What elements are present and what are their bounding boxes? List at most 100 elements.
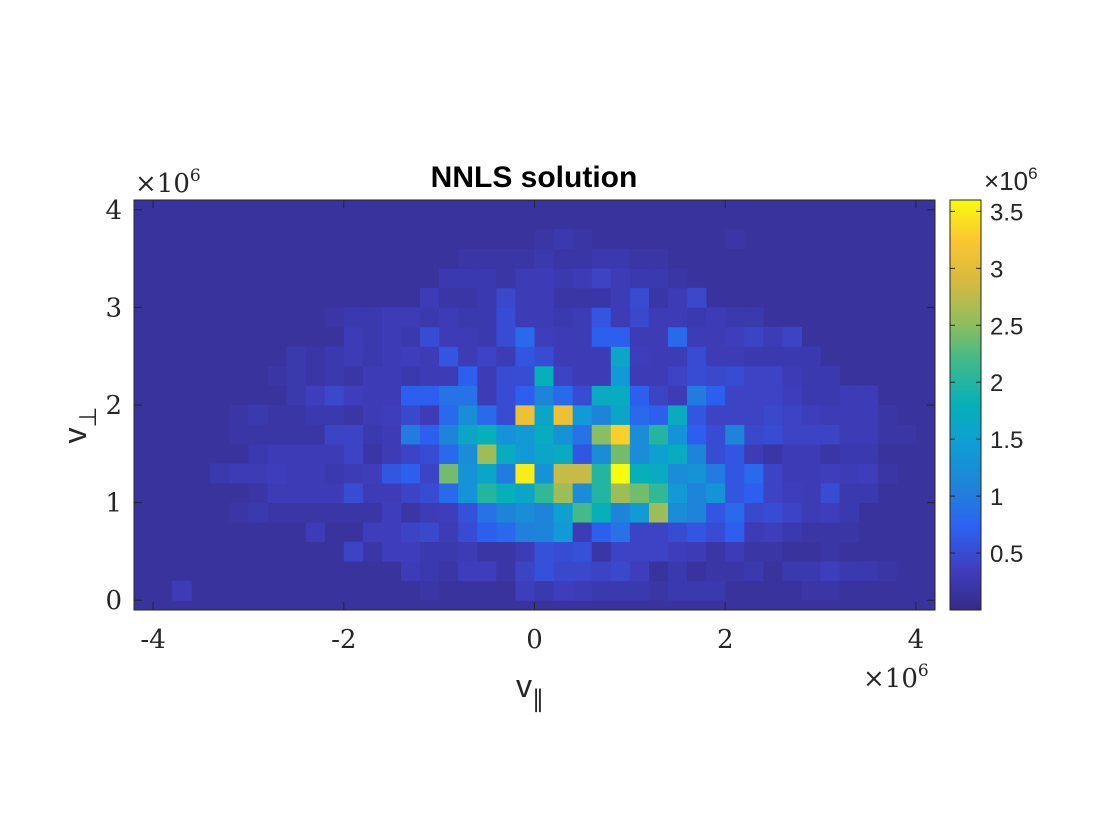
heatmap-cell — [458, 541, 478, 562]
heatmap-cell — [763, 346, 783, 367]
heatmap-cell — [420, 365, 440, 386]
heatmap-cell — [229, 463, 249, 484]
heatmap-cell — [458, 326, 478, 347]
heatmap-cell — [515, 326, 535, 347]
heatmap-cell — [401, 307, 421, 328]
colorbar-tick-label: 2.5 — [990, 313, 1023, 340]
heatmap-cell — [420, 522, 440, 543]
heatmap-cell — [534, 287, 554, 308]
heatmap-cell — [458, 483, 478, 504]
heatmap-cell — [610, 483, 631, 504]
heatmap-cell — [324, 463, 345, 484]
y-tick-label: 2 — [105, 391, 122, 421]
chart-title: NNLS solution — [431, 161, 638, 194]
heatmap-cell — [629, 561, 650, 582]
heatmap-cell — [439, 561, 459, 582]
heatmap-cell — [877, 424, 898, 445]
heatmap-cell — [572, 580, 593, 601]
y-tick-label: 1 — [105, 489, 122, 519]
heatmap-cell — [839, 463, 860, 484]
heatmap-cell — [362, 502, 383, 523]
heatmap-cell — [801, 502, 821, 523]
heatmap-cell — [896, 424, 917, 445]
y-tick-label: 0 — [105, 586, 122, 616]
heatmap-cell — [381, 483, 402, 504]
heatmap-cell — [420, 346, 440, 367]
heatmap-cell — [381, 405, 402, 425]
colorbar-exponent-power: 6 — [1028, 164, 1037, 183]
heatmap-cell — [515, 424, 535, 445]
heatmap-cell — [381, 346, 402, 367]
heatmap-cell — [610, 307, 631, 328]
colorbar-ticks: 0.5 1 1.5 2 2.5 3 3.5 — [950, 199, 1023, 568]
heatmap-cell — [362, 483, 383, 504]
heatmap-cell — [534, 463, 554, 484]
heatmap-cell — [362, 424, 383, 445]
heatmap-cell — [839, 385, 860, 406]
heatmap-cell — [267, 483, 287, 504]
heatmap-cell — [477, 268, 497, 289]
heatmap-cell — [706, 561, 726, 582]
heatmap-cell — [305, 405, 326, 425]
heatmap-cell — [610, 248, 631, 269]
heatmap-cell — [343, 463, 364, 484]
heatmap-cell — [553, 405, 574, 425]
heatmap-cell — [687, 365, 707, 386]
heatmap-cell — [305, 424, 326, 445]
heatmap-cell — [439, 483, 459, 504]
heatmap-cell — [763, 424, 783, 445]
heatmap-cell — [420, 541, 440, 562]
heatmap-cell — [896, 405, 917, 425]
heatmap-cell — [458, 307, 478, 328]
heatmap-cell — [343, 385, 364, 406]
x-tick-label: 2 — [717, 625, 734, 655]
heatmap-cell — [858, 463, 879, 484]
heatmap-cell — [496, 405, 516, 425]
heatmap-cell — [763, 444, 783, 464]
heatmap-cell — [763, 463, 783, 484]
heatmap-cell — [324, 405, 345, 425]
heatmap-cell — [439, 424, 459, 445]
heatmap-cell — [381, 444, 402, 464]
heatmap-cell — [420, 502, 440, 523]
heatmap-cell — [706, 326, 726, 347]
heatmap-cell — [362, 385, 383, 406]
heatmap-cell — [534, 405, 554, 425]
heatmap-cell — [687, 463, 707, 484]
heatmap-cell — [458, 444, 478, 464]
heatmap-cell — [496, 463, 516, 484]
heatmap-cell — [286, 483, 307, 504]
heatmap-cell — [687, 307, 707, 328]
heatmap-cell — [420, 463, 440, 484]
heatmap-cell — [648, 405, 669, 425]
heatmap-cell — [858, 561, 879, 582]
heatmap-cell — [610, 502, 631, 523]
heatmap-cell — [458, 561, 478, 582]
heatmap-cell — [267, 444, 287, 464]
heatmap-cell — [572, 385, 593, 406]
heatmap-cell — [324, 385, 345, 406]
heatmap-cell — [782, 346, 802, 367]
heatmap-cell — [820, 541, 841, 562]
heatmap-cell — [458, 248, 478, 269]
heatmap-cell — [648, 483, 669, 504]
heatmap-cell — [782, 385, 802, 406]
heatmap-cell — [839, 405, 860, 425]
x-axis-ticks: -4 -2 0 2 4 — [140, 200, 924, 655]
heatmap-cell — [610, 365, 631, 386]
heatmap-cell — [610, 580, 631, 601]
heatmap-cell — [706, 444, 726, 464]
heatmap-cell — [553, 502, 574, 523]
heatmap-cell — [782, 502, 802, 523]
heatmap-cell — [401, 346, 421, 367]
heatmap-cell — [648, 307, 669, 328]
heatmap-cell — [362, 463, 383, 484]
heatmap-cell — [362, 326, 383, 347]
heatmap-cell — [553, 287, 574, 308]
x-axis-label-main: v — [516, 668, 532, 704]
heatmap-cell — [534, 541, 554, 562]
heatmap-cell — [877, 405, 898, 425]
heatmap-cell — [401, 405, 421, 425]
heatmap-cell — [648, 502, 669, 523]
heatmap-cell — [744, 483, 764, 504]
